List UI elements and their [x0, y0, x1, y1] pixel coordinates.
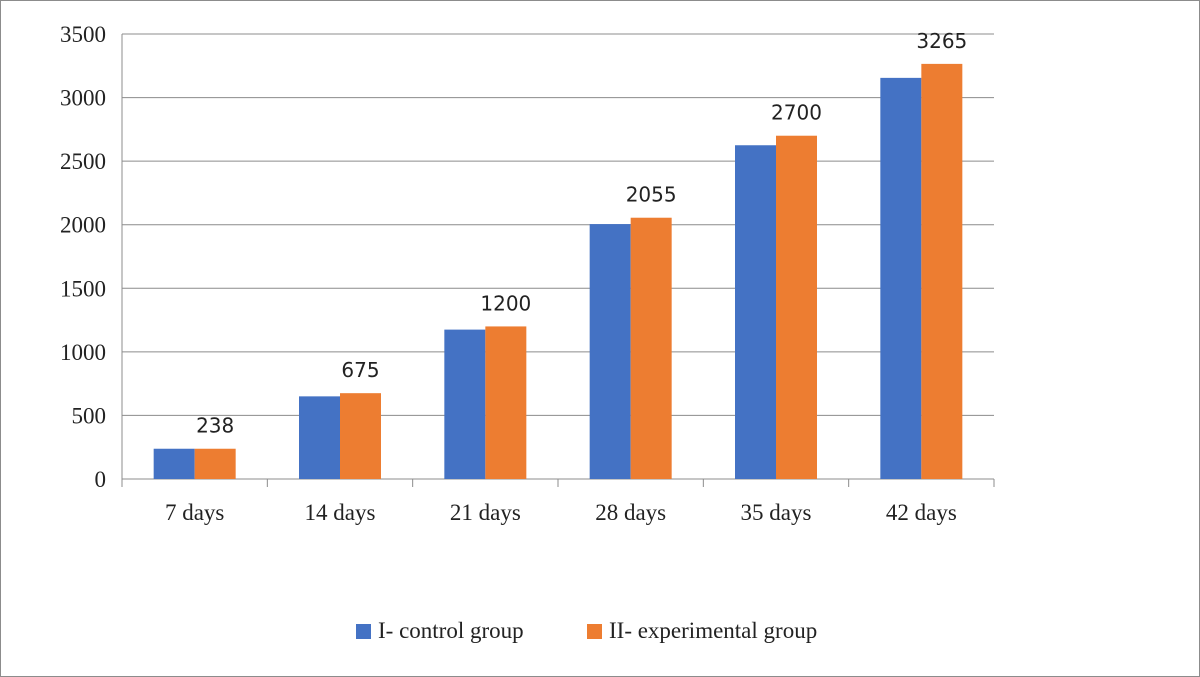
legend-label: I- control group [378, 618, 524, 643]
bar-control [735, 145, 776, 479]
x-tick-label: 35 days [741, 500, 812, 525]
bar-control [880, 77, 922, 479]
y-tick-label: 2000 [60, 213, 106, 238]
x-tick-label: 7 days [165, 500, 224, 525]
data-label: 2055 [626, 183, 677, 207]
bar-experimental [776, 135, 817, 479]
x-axis-ticks: 7 days 14 days 21 days 28 days 35 days 42 day… [165, 500, 957, 525]
gridlines [122, 33, 994, 416]
y-tick-label: 500 [72, 403, 107, 428]
legend-swatch [356, 624, 371, 639]
legend-label: II- experimental group [609, 618, 817, 643]
y-tick-label: 0 [95, 467, 107, 492]
x-tick-label: 28 days [595, 500, 666, 525]
y-tick-label: 3000 [60, 86, 106, 111]
bar-experimental [194, 448, 236, 479]
bars [153, 63, 963, 479]
data-label: 3265 [916, 29, 967, 53]
bar-experimental [630, 217, 672, 479]
x-tick-label: 42 days [886, 500, 957, 525]
bar-experimental [921, 63, 963, 479]
bar-control [153, 448, 195, 479]
y-tick-label: 3500 [60, 22, 106, 47]
data-label: 2700 [771, 101, 822, 125]
legend-swatch [587, 624, 602, 639]
x-tick-label: 21 days [450, 500, 521, 525]
bar-experimental [485, 326, 527, 479]
y-tick-label: 2500 [60, 149, 106, 174]
bar-control [589, 224, 631, 479]
y-tick-label: 1500 [60, 276, 106, 301]
data-label: 675 [341, 358, 379, 382]
axes [121, 34, 995, 487]
x-tick-label: 14 days [305, 500, 376, 525]
legend: I- control group II- experimental group [356, 618, 817, 643]
bar-control [299, 396, 340, 479]
data-label: 1200 [480, 291, 531, 315]
data-label: 238 [196, 414, 234, 438]
bar-experimental [340, 393, 381, 479]
y-axis-ticks: 0 500 1000 1500 2000 2500 3000 3500 [60, 22, 106, 492]
bar-control [444, 329, 486, 479]
data-labels: 238 675 1200 2055 2700 3265 [196, 29, 967, 438]
y-tick-label: 1000 [60, 340, 106, 365]
